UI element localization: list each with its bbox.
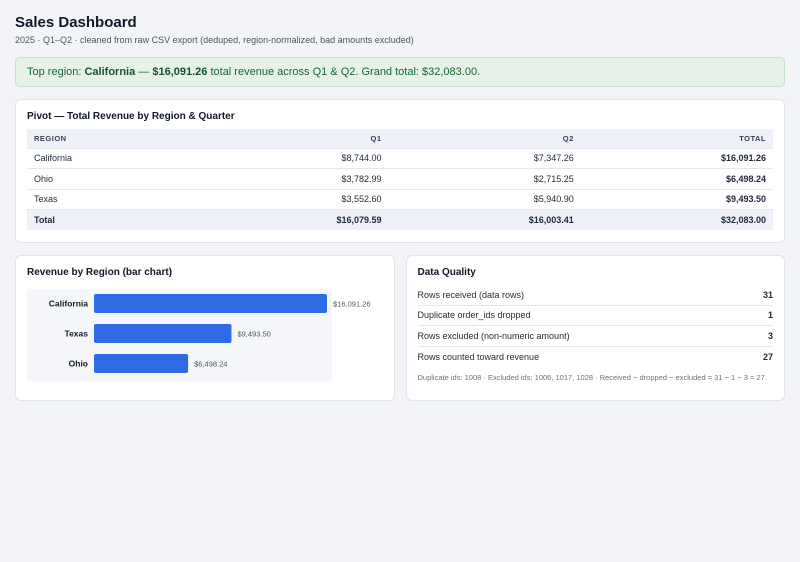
bar (94, 324, 232, 343)
banner-dash: — (135, 66, 153, 78)
cell-region: Ohio (27, 168, 197, 189)
cell-q1: $3,782.99 (196, 168, 389, 189)
cell-q2: $7,347.26 (388, 147, 581, 169)
cell-total-label: Total (27, 209, 197, 230)
bar-value-label: $16,091.26 (333, 300, 371, 309)
dq-label: Duplicate order_ids dropped (417, 310, 531, 321)
data-quality-footnote: Duplicate ids: 1008 · Excluded ids: 1006… (417, 373, 767, 382)
dq-value: 3 (767, 330, 773, 341)
bar-chart: California $16,091.26 Texas $9,493.50 Ohio $6… (49, 294, 371, 373)
col-header-q2: Q2 (388, 129, 581, 148)
dq-value: 1 (767, 310, 773, 321)
table-total-row: Total $16,079.59 $16,003.41 $32,083.00 (27, 209, 773, 230)
pivot-title: Pivot — Total Revenue by Region & Quarte… (27, 111, 235, 122)
cell-region: California (27, 147, 197, 169)
bar (94, 354, 189, 373)
cell-region: Texas (27, 188, 197, 210)
chart-area: California $16,091.26 Texas $9,493.50 Ohio $6… (27, 289, 371, 381)
page-subtitle: 2025 · Q1–Q2 · cleaned from raw CSV expo… (15, 35, 414, 45)
chart-card: Revenue by Region (bar chart) California… (15, 255, 395, 401)
data-quality-card: Data Quality Rows received (data rows) 3… (405, 255, 785, 401)
banner-region: California (84, 66, 136, 78)
table-row: Texas $3,552.60 $5,940.90 $9,493.50 (27, 188, 773, 210)
cell-q1: $3,552.60 (196, 188, 389, 210)
cell-grand-total: $32,083.00 (580, 209, 773, 230)
col-header-total: TOTAL (580, 129, 773, 148)
table-row: Ohio $3,782.99 $2,715.25 $6,498.24 (27, 168, 773, 189)
banner-suffix: total revenue across Q1 & Q2. Grand tota… (207, 66, 481, 78)
list-item: Duplicate order_ids dropped 1 (417, 306, 773, 326)
cell-total-q2: $16,003.41 (388, 209, 581, 230)
pivot-card: Pivot — Total Revenue by Region & Quarte… (15, 99, 785, 243)
pivot-table: REGION Q1 Q2 TOTAL California $8,744.00 … (27, 129, 773, 230)
list-item: Rows excluded (non-numeric amount) 3 (417, 326, 773, 347)
banner-prefix: Top region: (27, 66, 85, 78)
data-quality-list: Rows received (data rows) 31 Duplicate o… (417, 285, 774, 368)
chart-title: Revenue by Region (bar chart) (27, 267, 173, 278)
bar-category-label: California (49, 299, 88, 309)
cell-q1: $8,744.00 (196, 147, 389, 169)
dq-label: Rows counted toward revenue (417, 351, 540, 362)
page-title: Sales Dashboard (15, 14, 137, 31)
top-region-banner: Top region: California — $16,091.26 tota… (15, 57, 785, 87)
cell-q2: $5,940.90 (388, 188, 581, 210)
col-header-q1: Q1 (196, 129, 389, 148)
banner-amount: $16,091.26 (152, 66, 208, 78)
table-row: California $8,744.00 $7,347.26 $16,091.2… (27, 147, 773, 169)
bar-category-label: Texas (65, 329, 89, 339)
list-item: Rows received (data rows) 31 (417, 285, 773, 306)
list-item: Rows counted toward revenue 27 (418, 347, 774, 368)
data-quality-title: Data Quality (417, 267, 476, 278)
dq-value: 27 (762, 351, 773, 362)
col-header-region: REGION (27, 129, 197, 148)
cell-q2: $2,715.25 (388, 168, 581, 189)
bar-category-label: Ohio (69, 359, 88, 369)
dq-label: Rows received (data rows) (417, 289, 525, 300)
cell-total: $16,091.26 (580, 147, 773, 169)
bar (94, 294, 327, 313)
cell-total: $6,498.24 (580, 168, 773, 189)
cell-total: $9,493.50 (580, 188, 773, 210)
bar-value-label: $6,498.24 (194, 360, 227, 369)
dq-label: Rows excluded (non-numeric amount) (417, 330, 570, 341)
bar-value-label: $9,493.50 (237, 330, 270, 339)
cell-total-q1: $16,079.59 (196, 209, 389, 230)
dq-value: 31 (762, 289, 773, 300)
pivot-header-row: REGION Q1 Q2 TOTAL (27, 129, 773, 148)
